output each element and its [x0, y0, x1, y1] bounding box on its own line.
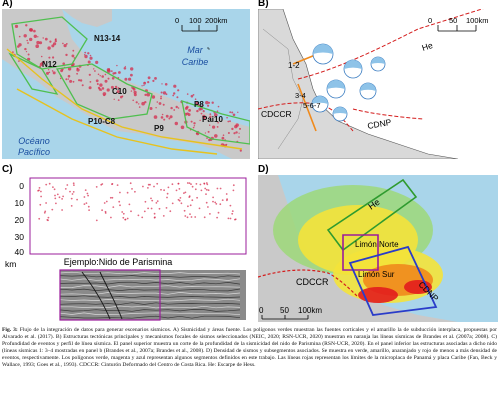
scale-d-50: 50 [280, 306, 289, 315]
seismicity-points [12, 24, 242, 152]
depth-tick-0: 0 [19, 181, 24, 191]
density-map: He Limón Norte Limón Sur CDNP CDCCR 0 50… [258, 175, 498, 322]
blue-segment-limon-sur [348, 245, 438, 316]
panel-b-label: B) [258, 0, 269, 9]
yellow-subduction-inner [16, 88, 218, 155]
seismic-section [60, 270, 246, 320]
zone-p8: P8 [194, 100, 204, 109]
d-label-limon-norte: Limón Norte [355, 240, 399, 249]
inset-highlight [59, 269, 161, 321]
green-source-c10 [55, 63, 153, 120]
label-pacifico: Pacífico [18, 147, 50, 157]
scale-bar-b: 0 50 100km [428, 16, 489, 32]
inset-title: Ejemplo:Nido de Parismina [64, 257, 173, 267]
fault-1 [81, 271, 111, 320]
depth-tick-40: 40 [15, 247, 25, 257]
b-label-he: He [421, 40, 435, 53]
b-label-cdccr: CDCCR [261, 109, 292, 119]
scale-a-100: 100 [189, 16, 202, 25]
magenta-segment-limon-norte [342, 234, 379, 271]
d-label-limon-sur: Limón Sur [358, 270, 395, 279]
panel-d-map: He Limón Norte Limón Sur CDNP CDCCR 0 50… [258, 175, 498, 322]
panel-d-label: D) [258, 164, 269, 175]
yellow-subduction-outline [6, 48, 243, 150]
zone-n12: N12 [42, 60, 57, 69]
zone-p9: P9 [154, 124, 164, 133]
d-land [258, 175, 458, 322]
scale-a-0: 0 [175, 16, 179, 25]
b-label-3-4: 3-4 [295, 91, 306, 100]
b-hess-escarpment [297, 9, 484, 80]
scale-d-0: 0 [259, 306, 264, 315]
depth-events [37, 182, 237, 222]
scale-d-100: 100km [298, 306, 322, 315]
depth-profile: 0 10 20 30 40 km Ejemplo:Nido de Parismi… [5, 177, 247, 321]
seismic-reflectors [59, 271, 241, 319]
caption-text: Flujo de la integración de datos para ge… [2, 327, 497, 368]
zone-pai10: Pai10 [202, 115, 223, 124]
depth-tick-20: 20 [15, 215, 25, 225]
depth-tick-30: 30 [15, 232, 25, 242]
depth-unit: km [5, 259, 16, 269]
panel-b-map: 1-2 3-4 5-6-7 CDCCR CDNP He 0 50 100km [258, 9, 498, 159]
caption-lead: Fig. 3: [2, 327, 18, 333]
scale-bar-d: 0 50 100km [259, 306, 322, 320]
zone-c10: C10 [112, 87, 127, 96]
figure-caption: Fig. 3: Flujo de la integración de datos… [2, 327, 497, 368]
b-seismic-line-3-4 [297, 83, 317, 132]
b-label-1-2: 1-2 [288, 61, 300, 70]
green-segment-he [326, 178, 418, 252]
panel-a-label: A) [2, 0, 13, 9]
green-source-n12 [8, 52, 59, 95]
land-north [62, 9, 112, 27]
panel-c-label: C) [2, 164, 13, 175]
depth-tick-10: 10 [15, 198, 25, 208]
scale-b-100: 100km [466, 16, 489, 25]
scale-a-200: 200km [205, 16, 228, 25]
b-cdnp-boundary [352, 108, 424, 120]
focal-mechanisms [311, 43, 386, 122]
fault-2 [99, 271, 123, 320]
label-oceano: Océano [18, 136, 50, 146]
zone-n13-14: N13-14 [94, 34, 121, 43]
label-caribe: Caribe [182, 57, 209, 67]
panel-c: 0 10 20 30 40 km Ejemplo:Nido de Parismi… [2, 175, 252, 322]
tectonic-structures-map: 1-2 3-4 5-6-7 CDCCR CDNP He 0 50 100km [258, 9, 498, 159]
panel-a-map: N13-14 N12 C10 P10-C8 P9 P8 Pai10 Mar Ca… [2, 9, 250, 159]
green-source-p8 [181, 100, 250, 145]
green-source-n13 [11, 16, 88, 70]
b-label-cdnp: CDNP [367, 117, 393, 131]
d-label-cdccr: CDCCR [296, 277, 329, 287]
density-red-1 [358, 287, 398, 303]
d-red-boundary [258, 269, 359, 298]
scale-b-50: 50 [449, 16, 457, 25]
b-label-5-6-7: 5-6-7 [303, 101, 321, 110]
label-mar: Mar [187, 45, 204, 55]
scale-b-0: 0 [428, 16, 432, 25]
scale-bar-a: 0 100 200km [175, 16, 228, 32]
seismicity-source-map: N13-14 N12 C10 P10-C8 P9 P8 Pai10 Mar Ca… [2, 9, 250, 159]
north-tick [207, 47, 210, 50]
zone-p10-c8: P10-C8 [88, 117, 116, 126]
